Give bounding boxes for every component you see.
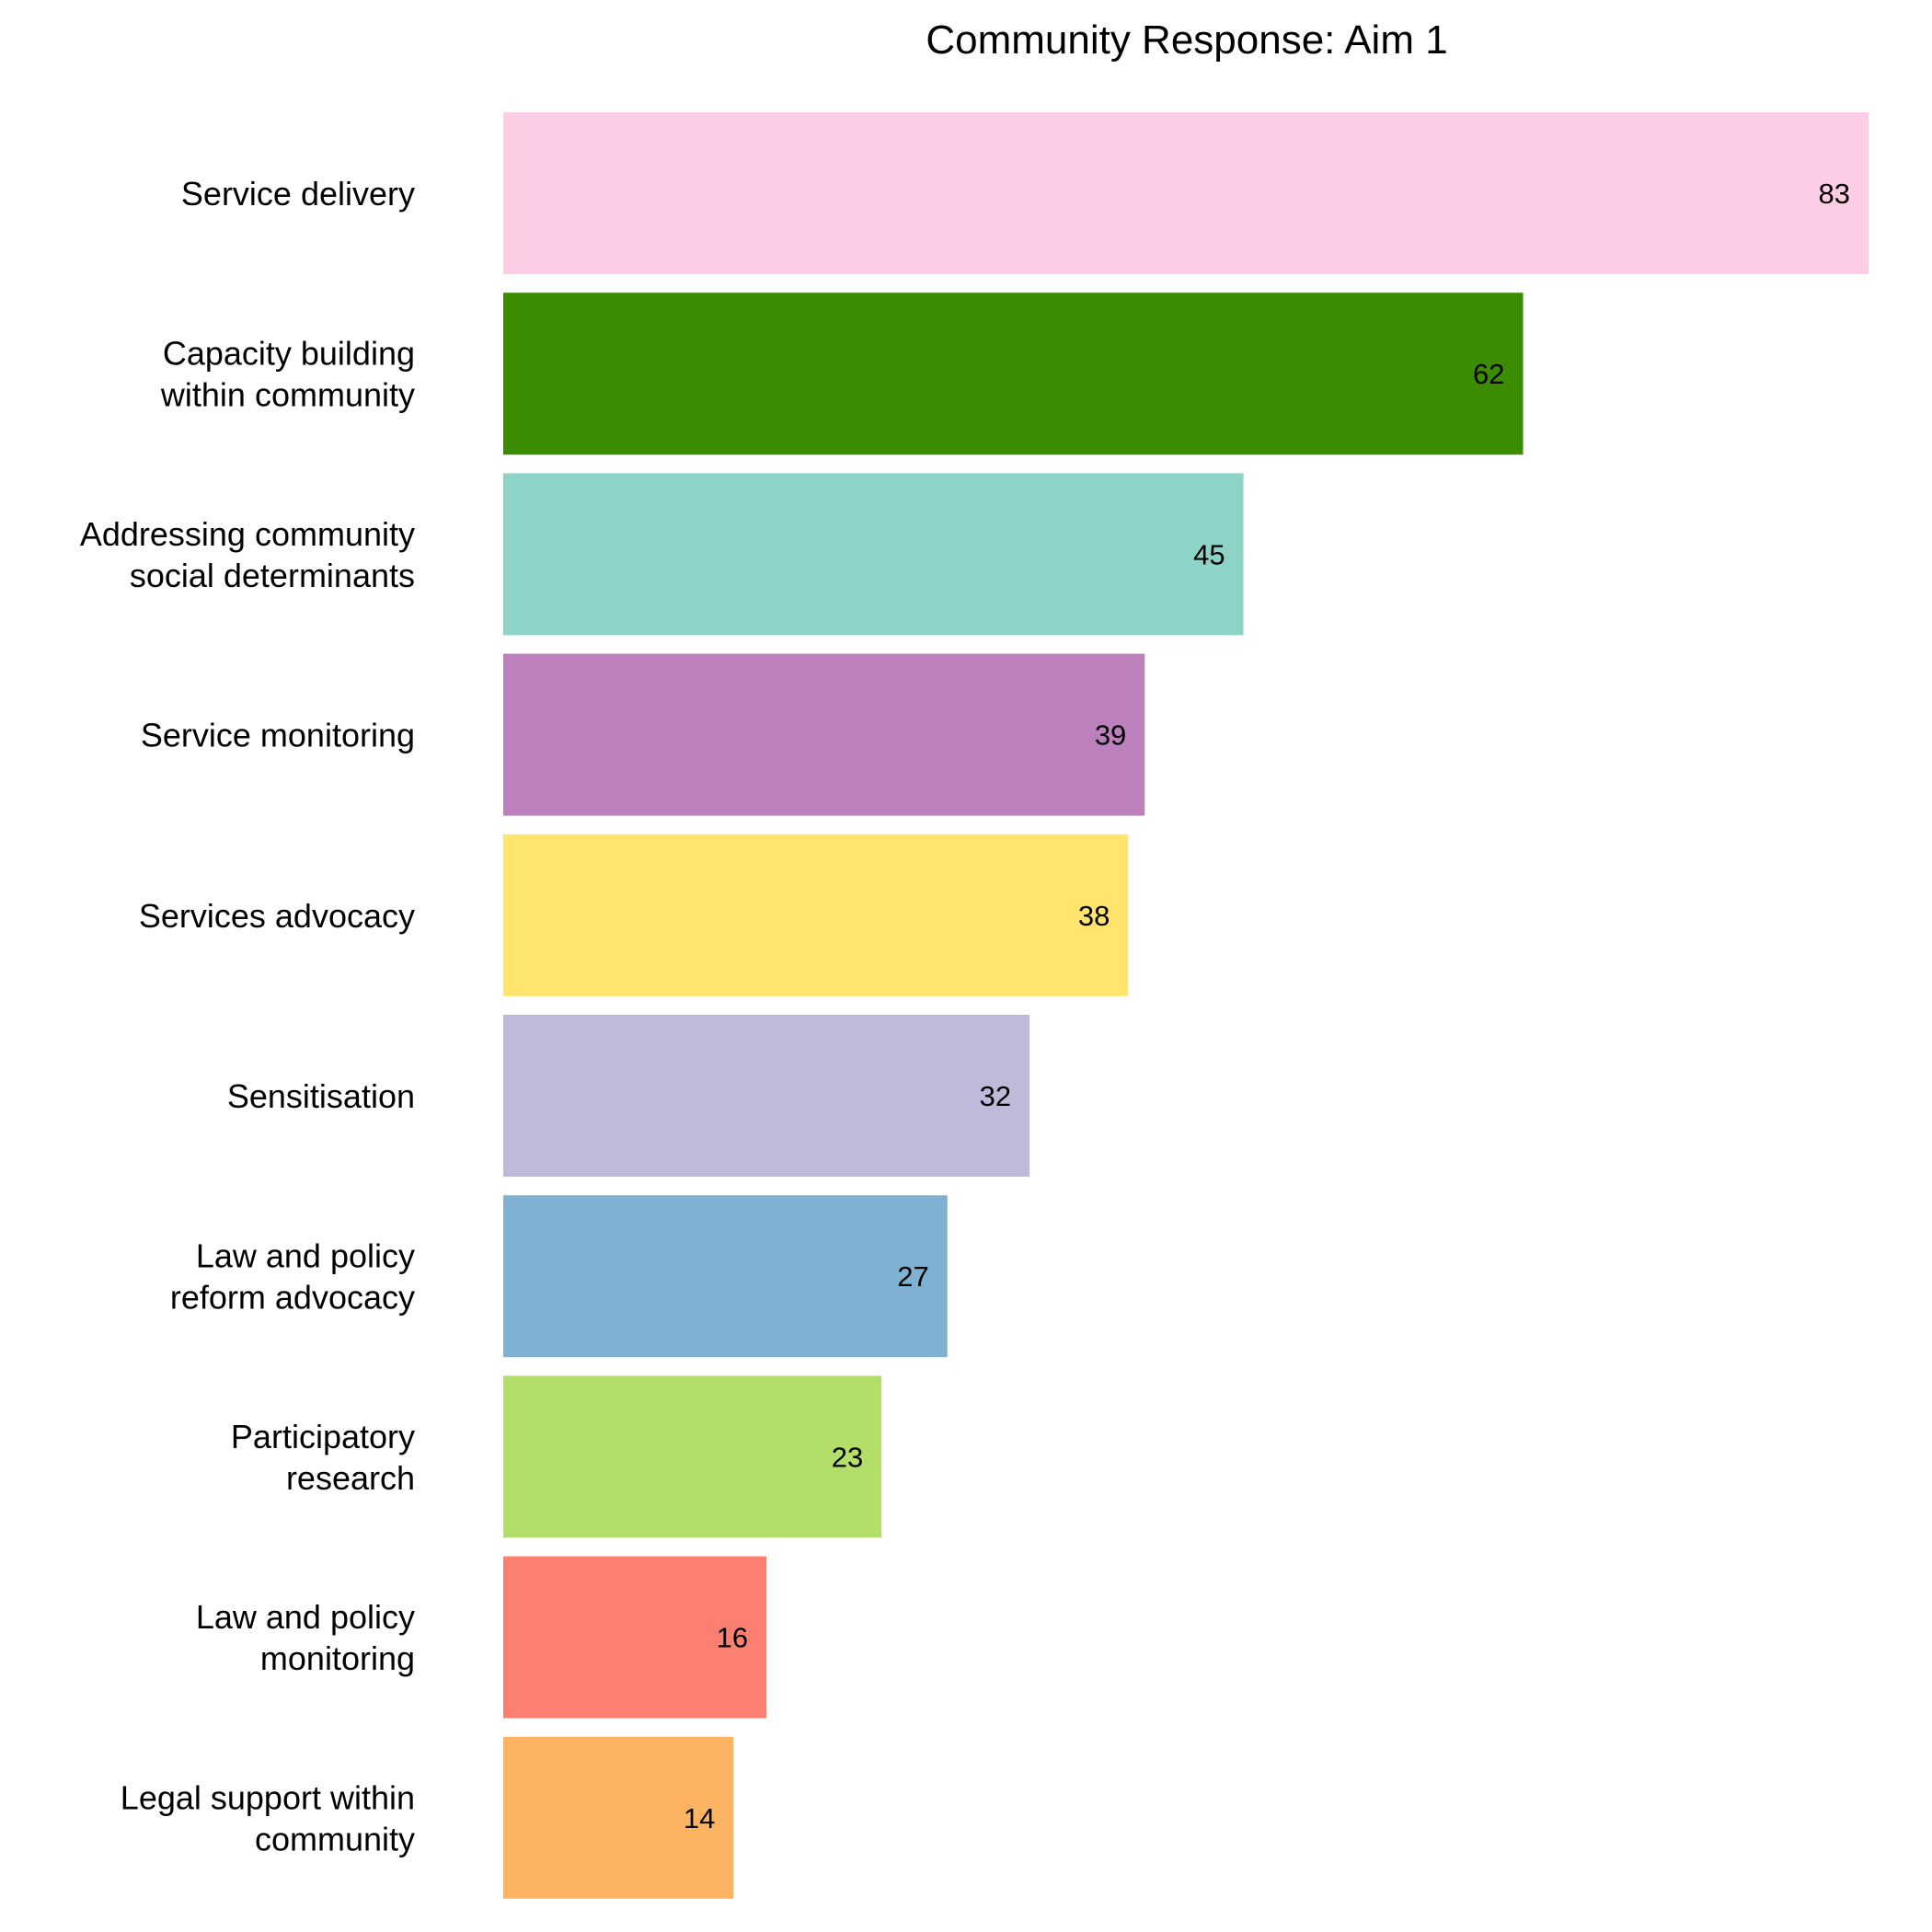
bar-service-delivery — [503, 112, 1869, 274]
category-label-legal-support-within-community: Legal support within community — [121, 1778, 415, 1857]
category-label-line: monitoring — [260, 1639, 415, 1677]
category-label-participatory-research: Participatory research — [231, 1418, 415, 1497]
category-label-services-advocacy: Services advocacy — [139, 897, 415, 935]
bar-legal-support-within-community — [503, 1736, 734, 1899]
category-label-line: Legal support within — [121, 1778, 415, 1816]
category-label-law-and-policy-reform-advocacy: Law and policy reform advocacy — [170, 1237, 415, 1317]
data-label-addressing-community-social-determinants: 45 — [1193, 538, 1225, 570]
category-label-service-monitoring: Service monitoring — [141, 717, 415, 754]
bar-participatory-research — [503, 1375, 882, 1538]
bar-services-advocacy — [503, 834, 1129, 996]
category-label-addressing-community-social-determinants: Addressing community social determinants — [80, 515, 415, 594]
bar-service-monitoring — [503, 653, 1145, 816]
bar-law-and-policy-monitoring — [503, 1556, 767, 1719]
category-label-law-and-policy-monitoring: Law and policy monitoring — [196, 1598, 415, 1677]
bar-capacity-building-within-community — [503, 293, 1524, 455]
category-label-line: Services advocacy — [139, 897, 415, 935]
data-label-law-and-policy-reform-advocacy: 27 — [897, 1260, 928, 1293]
category-label-capacity-building-within-community: Capacity building within community — [160, 335, 415, 414]
category-label-line: Law and policy — [196, 1237, 415, 1275]
bar-sensitisation — [503, 1015, 1030, 1177]
chart-title: Community Response: Aim 1 — [926, 17, 1447, 63]
bar-law-and-policy-reform-advocacy — [503, 1195, 948, 1358]
category-label-line: reform advocacy — [170, 1279, 415, 1317]
category-label-line: Law and policy — [196, 1598, 415, 1636]
category-label-line: Capacity building — [163, 335, 415, 373]
data-label-participatory-research: 23 — [832, 1441, 863, 1473]
bar-addressing-community-social-determinants — [503, 473, 1244, 636]
category-label-sensitisation: Sensitisation — [227, 1077, 415, 1115]
data-label-service-delivery: 83 — [1819, 178, 1850, 210]
data-label-capacity-building-within-community: 62 — [1473, 358, 1504, 390]
data-label-law-and-policy-monitoring: 16 — [717, 1622, 748, 1654]
bars-group: 83 Service delivery 62 Capacity building wit… — [80, 112, 1869, 1899]
data-label-legal-support-within-community: 14 — [684, 1802, 715, 1834]
category-label-line: within community — [160, 376, 415, 414]
data-label-sensitisation: 32 — [980, 1080, 1011, 1112]
category-label-line: Sensitisation — [227, 1077, 415, 1115]
data-label-services-advocacy: 38 — [1078, 900, 1110, 932]
category-label-line: community — [255, 1820, 415, 1857]
category-label-line: Service monitoring — [141, 717, 415, 754]
category-label-service-delivery: Service delivery — [181, 175, 415, 213]
category-label-line: social determinants — [130, 557, 415, 594]
category-label-line: Participatory — [231, 1418, 415, 1455]
category-label-line: Addressing community — [80, 515, 415, 553]
data-label-service-monitoring: 39 — [1095, 719, 1126, 752]
category-label-line: Service delivery — [181, 175, 415, 213]
category-label-line: research — [286, 1459, 415, 1497]
